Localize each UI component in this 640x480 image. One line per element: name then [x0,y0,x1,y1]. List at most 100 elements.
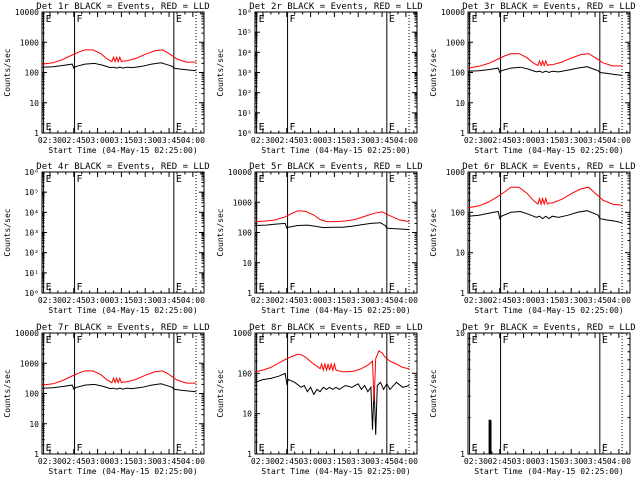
y-tick-label: 100 [25,390,40,399]
event-marker-label-top: E [259,174,265,185]
panel-det-9: Det 9r BLACK = Events, RED = LLD 1 10 02:30… [429,323,636,476]
event-marker-label-top: F [77,14,83,25]
y-tick-label: 100 [451,69,466,78]
y-tick-label: 1 [247,289,252,298]
y-axis-label: Counts/sec [216,208,225,256]
panel-title: Det 7r BLACK = Events, RED = LLD [36,323,209,333]
event-marker-label-top: E [602,335,608,346]
event-marker-label-bottom: F [290,443,296,454]
event-marker-label-bottom: E [389,443,395,454]
y-tick-label: 10² [25,249,39,258]
x-tick-label: 02:30 [38,457,62,466]
x-axis-label: Start Time (04-May-15 02:25:00) [261,306,410,315]
x-tick-label: 03:45 [370,296,394,305]
y-axis-label: Counts/sec [216,48,225,96]
event-marker-label-top: F [503,174,509,185]
panel-det-7: Det 7r BLACK = Events, RED = LLD 1 10 100 10… [3,323,210,476]
event-marker-label-top: E [389,174,395,185]
x-tick-label: 02:45 [275,296,299,305]
series-lld-line [41,49,197,65]
series-events-line [41,383,197,393]
event-marker-label-top: E [472,174,478,185]
x-tick-label: 02:45 [488,136,512,145]
axes-frame [41,332,205,455]
y-tick-label: 10 [455,99,465,108]
event-marker-label-bottom: F [503,443,509,454]
x-tick-label: 03:00 [512,457,536,466]
series-events-line [467,210,623,224]
event-marker-label-top: E [389,14,395,25]
x-tick-label: 02:45 [62,136,86,145]
y-axis-label: Counts/sec [429,48,438,96]
y-tick-label: 1 [460,289,465,298]
x-tick-label: 04:00 [394,296,418,305]
y-tick-label: 10000 [15,329,39,338]
x-tick-label: 02:30 [251,457,275,466]
y-tick-label: 1 [460,450,465,459]
y-tick-label: 10¹ [25,269,39,278]
event-marker-label-bottom: F [503,282,509,293]
y-tick-label: 10 [242,410,252,419]
y-axis-label: Counts/sec [3,208,12,256]
y-tick-label: 100 [238,229,253,238]
y-tick-label: 1000 [20,38,39,47]
event-marker-label-bottom: F [77,443,83,454]
axes-frame [254,11,418,134]
event-marker-label-top: F [77,174,83,185]
panel-title: Det 2r BLACK = Events, RED = LLD [249,2,422,12]
y-tick-label: 10⁰ [238,129,252,138]
x-tick-label: 03:15 [109,457,133,466]
event-marker-label-top: F [290,14,296,25]
event-marker-label-bottom: F [77,282,83,293]
y-axis-label: Counts/sec [429,369,438,417]
x-tick-label: 02:45 [62,296,86,305]
panel-det-2: Det 2r BLACK = Events, RED = LLD 10⁰ 10¹ 10… [216,2,423,155]
event-marker-label-top: E [176,335,182,346]
x-axis-label: Start Time (04-May-15 02:25:00) [48,146,197,155]
x-tick-label: 03:30 [559,457,583,466]
panel-title: Det 5r BLACK = Events, RED = LLD [249,162,422,172]
x-tick-label: 03:00 [86,457,110,466]
y-tick-label: 10000 [441,8,465,17]
panel-title: Det 4r BLACK = Events, RED = LLD [36,162,209,172]
y-tick-label: 10³ [25,229,39,238]
x-tick-label: 03:00 [299,296,323,305]
event-marker-label-bottom: F [290,122,296,133]
event-marker-label-top: F [503,335,509,346]
y-tick-label: 100 [25,69,40,78]
axes-frame [254,171,418,294]
event-marker-label-bottom: E [46,443,52,454]
event-marker-label-top: F [290,335,296,346]
panel-det-5: Det 5r BLACK = Events, RED = LLD 1 10 100 10… [216,162,423,315]
y-tick-label: 1 [34,129,39,138]
x-tick-label: 02:45 [488,296,512,305]
x-tick-label: 02:30 [464,136,488,145]
panel-title: Det 3r BLACK = Events, RED = LLD [462,2,635,12]
y-tick-label: 10 [455,329,465,338]
event-marker-label-top: E [176,174,182,185]
x-tick-label: 03:30 [346,136,370,145]
panel-det-8: Det 8r BLACK = Events, RED = LLD 1 10 100 10… [216,323,423,476]
y-tick-label: 10 [242,259,252,268]
event-marker-label-bottom: E [259,122,265,133]
event-marker-label-bottom: E [259,443,265,454]
x-tick-label: 03:45 [370,457,394,466]
series-events-line [488,419,492,455]
event-marker-label-bottom: E [176,122,182,133]
x-tick-label: 03:00 [512,136,536,145]
series-events-line [254,372,410,435]
event-marker-label-bottom: E [259,282,265,293]
event-marker-label-top: F [290,174,296,185]
x-tick-label: 03:00 [86,296,110,305]
y-tick-label: 10000 [15,8,39,17]
panel-det-4: Det 4r BLACK = Events, RED = LLD 10⁰ 10¹ 10… [3,162,210,315]
x-tick-label: 03:15 [535,136,559,145]
x-tick-label: 03:15 [322,136,346,145]
x-tick-label: 03:30 [133,296,157,305]
y-tick-label: 10 [29,420,39,429]
event-marker-label-bottom: E [176,282,182,293]
y-tick-label: 10⁶ [238,8,252,17]
x-tick-label: 03:45 [157,136,181,145]
y-tick-label: 1000 [446,38,465,47]
